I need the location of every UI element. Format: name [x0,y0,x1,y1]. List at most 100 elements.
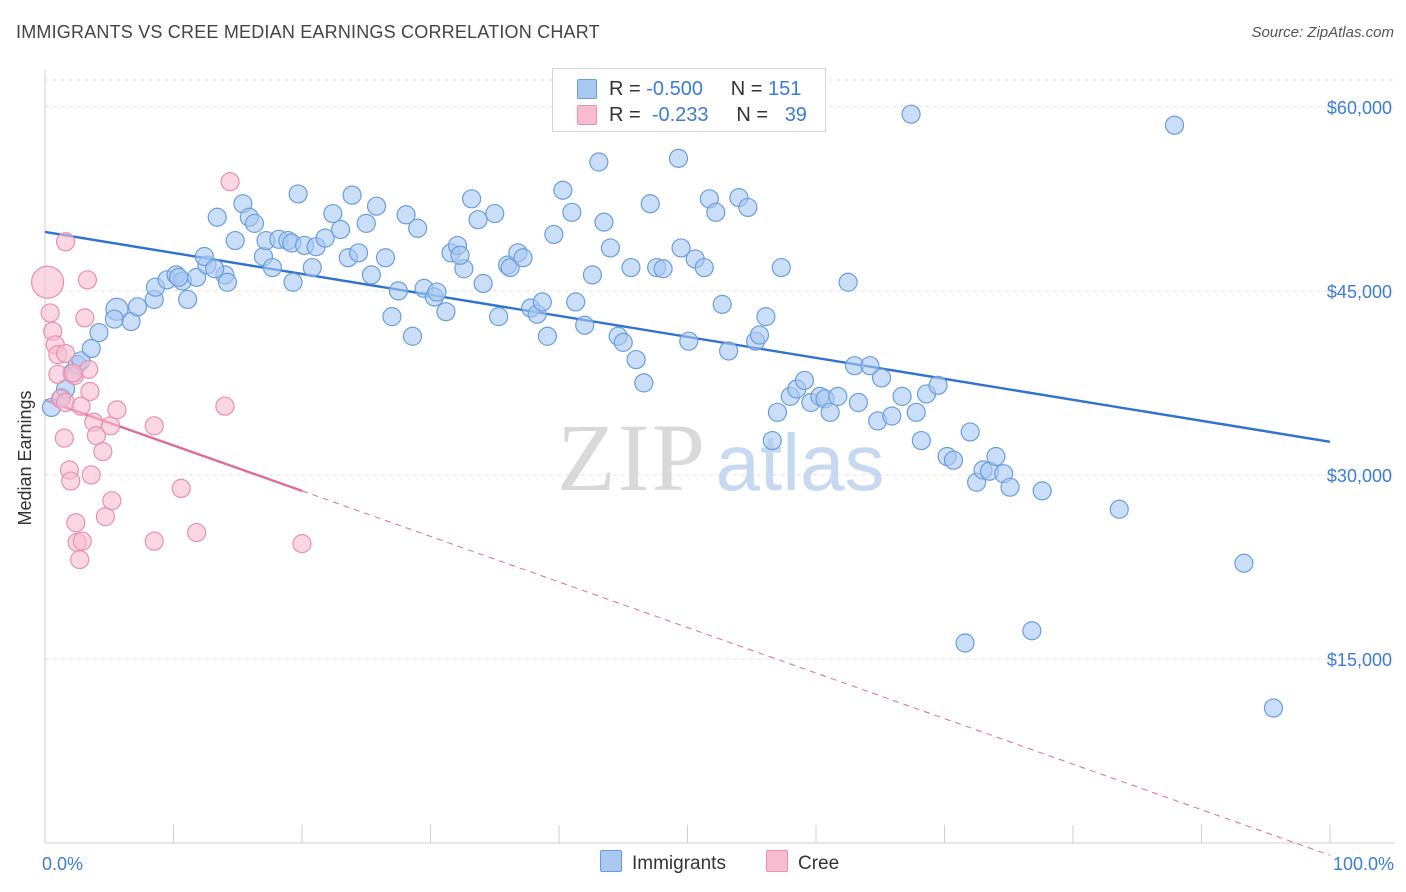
cree-point [93,441,113,462]
immigrants-point [468,210,488,230]
immigrants-point [348,243,369,263]
immigrants-point [178,289,198,310]
immigrants-point [194,246,214,267]
immigrants-point [323,203,343,224]
immigrants-point [356,213,376,233]
immigrants-point [668,148,689,168]
immigrants-point [820,402,840,422]
immigrants-point [205,259,225,279]
immigrants-point [626,349,646,370]
cree-point [80,381,100,402]
immigrants-point [562,202,582,222]
bottom-legend-cree: Cree [766,850,839,875]
immigrants-point [544,224,564,245]
immigrants-point [794,370,815,391]
cree-point [220,172,240,192]
cree-point [55,343,76,364]
y-axis-label: Median Earnings [15,390,35,525]
immigrants-point [513,248,533,268]
immigrants-point [342,185,362,205]
immigrants-point [382,307,402,327]
immigrants-point [594,212,614,232]
watermark: ZIP atlas [557,404,884,511]
cree-point [187,522,207,543]
legend-r-value-immigrants: -0.500 [646,78,703,100]
immigrants-point [640,194,660,214]
immigrants-point [906,402,926,422]
immigrants-point [1109,499,1129,519]
bottom-legend-swatch-cree [766,850,788,872]
cree-point [66,513,86,533]
immigrants-point [566,292,586,312]
immigrants-point [892,386,912,406]
immigrants-point [89,322,109,343]
y-tick-label: $15,000 [1327,650,1392,670]
immigrants-point [375,248,396,268]
legend-n-label: N = [736,104,769,126]
gridlines [45,79,1395,660]
immigrants-point [621,257,641,278]
immigrants-point [960,422,980,442]
immigrants-point [653,259,673,279]
source-credit: Source: ZipAtlas.com [1251,24,1394,41]
immigrants-point [283,272,303,292]
immigrants-point [427,282,447,302]
immigrants-point [762,430,782,451]
cree-point [100,416,121,436]
immigrants-point [500,257,520,278]
immigrants-point [582,265,603,285]
cree-point [72,531,92,551]
immigrants-point [553,180,573,200]
immigrants-point [1022,621,1042,641]
immigrants-point [104,309,124,329]
immigrants-point [943,450,964,470]
immigrants-point [262,257,283,278]
cree-point [71,396,91,416]
immigrants-point [928,375,948,395]
cree-point [63,363,83,383]
immigrants-point [361,265,381,285]
immigrants-point [532,292,552,312]
immigrants-point [575,315,595,335]
cree-point [95,507,115,527]
cree-point [292,534,312,554]
immigrants-point [489,307,509,327]
immigrants-point [712,294,732,314]
immigrants-point [396,205,416,225]
bottom-legend-label-immigrants: Immigrants [632,853,726,874]
immigrants-point [911,430,931,451]
immigrants-point [767,402,788,422]
immigrants-point [882,406,902,426]
immigrants-point [1263,698,1284,718]
immigrants-point [1234,553,1254,573]
immigrants-point [828,386,848,406]
legend-n-value-immigrants: 151 [768,78,802,100]
immigrants-point [738,197,758,218]
immigrants-point [955,633,975,653]
y-tick-label: $60,000 [1327,98,1392,118]
cree-point [54,428,74,448]
immigrants-point [485,203,505,224]
immigrants-point [860,356,880,376]
immigrants-point [473,273,493,294]
cree-point [77,270,98,290]
immigrants-point [694,257,714,278]
axes [44,70,1395,844]
immigrants-point [634,373,654,393]
immigrants-point [81,338,101,359]
cree-point [144,531,164,551]
trendlines [44,230,1331,856]
immigrants-point [169,267,189,287]
immigrants-point [671,238,691,258]
legend-r-label: R = [609,104,641,126]
immigrants-point [408,218,428,238]
immigrants-point [589,152,609,172]
immigrants-point [217,272,238,292]
legend-n-label: N = [730,78,763,100]
x-tick-label-min: 0.0% [42,854,83,874]
watermark-zip: ZIP [557,404,707,511]
immigrants-point [771,257,791,278]
immigrants-point [838,272,858,292]
immigrants-point [537,326,558,346]
